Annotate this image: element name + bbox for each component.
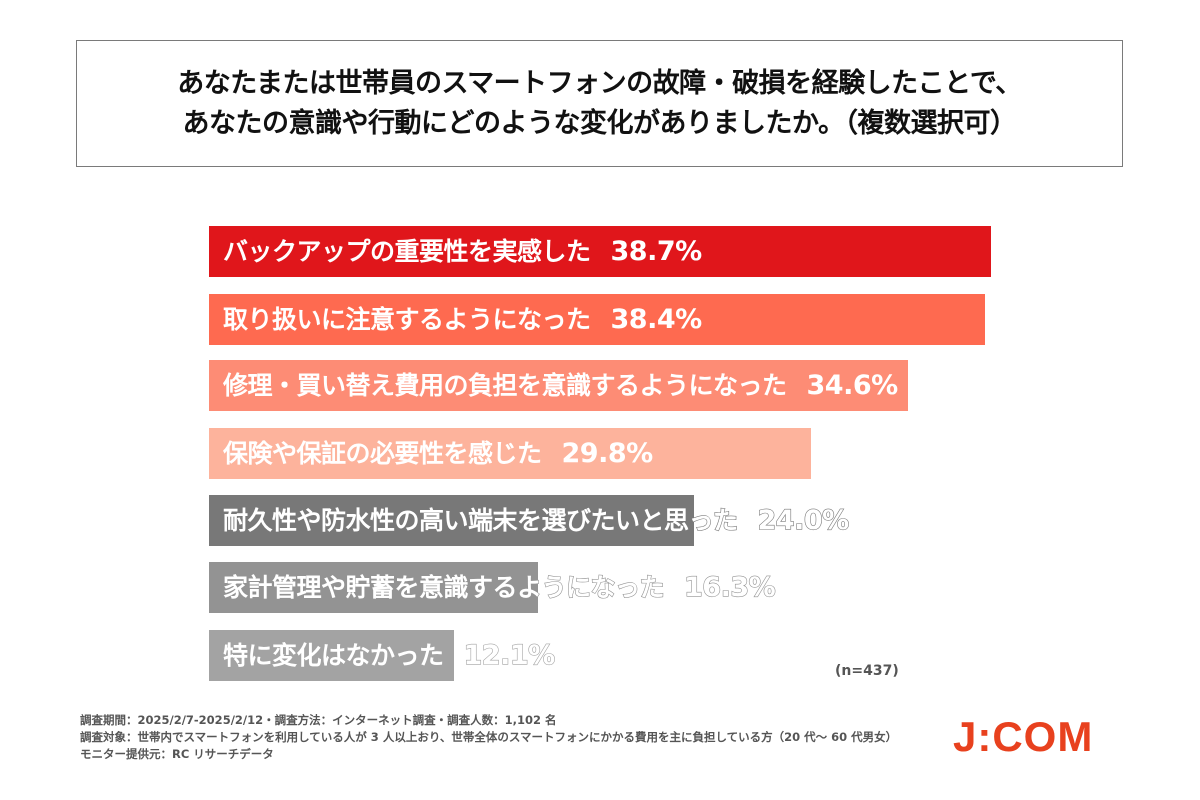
bar: [209, 226, 991, 277]
bar-label: 特に変化はなかった 12.1%: [222, 630, 556, 681]
sample-size-note: (n=437): [835, 663, 899, 679]
bar: [209, 630, 454, 681]
value-label: 16.3%: [683, 571, 776, 603]
bar: [209, 562, 538, 613]
category-label: 保険や保証の必要性を感じた: [222, 438, 542, 468]
bar: [209, 495, 694, 546]
survey-footnote: 調査期間：2025/2/7-2025/2/12・調査方法：インターネット調査・調…: [80, 712, 897, 763]
question-title-line-1: あなたまたは世帯員のスマートフォンの故障・破損を経験したことで、: [177, 67, 1022, 99]
bar-label: 耐久性や防水性の高い端末を選びたいと思った 24.0%: [222, 495, 850, 546]
bar-label: 取り扱いに注意するようになった 38.4%: [223, 294, 702, 345]
value-label: 29.8%: [561, 437, 654, 469]
value-label: 24.0%: [757, 504, 850, 536]
bar-label: バックアップの重要性を実感した 38.7%: [223, 226, 702, 277]
question-title-line-2: あなたの意識や行動にどのような変化がありましたか。（複数選択可）: [182, 107, 1017, 139]
value-label: 38.4%: [610, 304, 703, 335]
bar-label: 修理・買い替え費用の負担を意識するようになった 34.6%: [222, 360, 899, 411]
category-label: バックアップの重要性を実感した: [223, 237, 591, 266]
category-label: 耐久性や防水性の高い端末を選びたいと思った: [222, 505, 738, 535]
category-label: 修理・買い替え費用の負担を意識するようになった: [222, 370, 787, 400]
bar: [209, 360, 908, 411]
bar-label: 保険や保証の必要性を感じた 29.8%: [222, 428, 654, 479]
jcom-logo: J:COM: [953, 713, 1094, 760]
bar-label: 家計管理や貯蓄を意識するようになった 16.3%: [222, 562, 776, 613]
bar: [209, 428, 811, 479]
category-label: 特に変化はなかった: [222, 640, 444, 670]
value-label: 38.7%: [610, 236, 703, 267]
footnote-target: 調査対象：世帯内でスマートフォンを利用している人が 3 人以上おり、世帯全体のス…: [80, 730, 898, 744]
bar: [209, 294, 985, 345]
value-label: 12.1%: [463, 639, 556, 671]
value-label: 34.6%: [806, 369, 899, 401]
category-label: 家計管理や貯蓄を意識するようになった: [222, 572, 665, 602]
question-title-box: あなたまたは世帯員のスマートフォンの故障・破損を経験したことで、 あなたの意識や…: [76, 40, 1123, 167]
footnote-period: 調査期間：2025/2/7-2025/2/12・調査方法：インターネット調査・調…: [80, 713, 557, 727]
category-label: 取り扱いに注意するようになった: [223, 305, 591, 334]
footnote-provider: モニター提供元：RC リサーチデータ: [80, 747, 274, 761]
